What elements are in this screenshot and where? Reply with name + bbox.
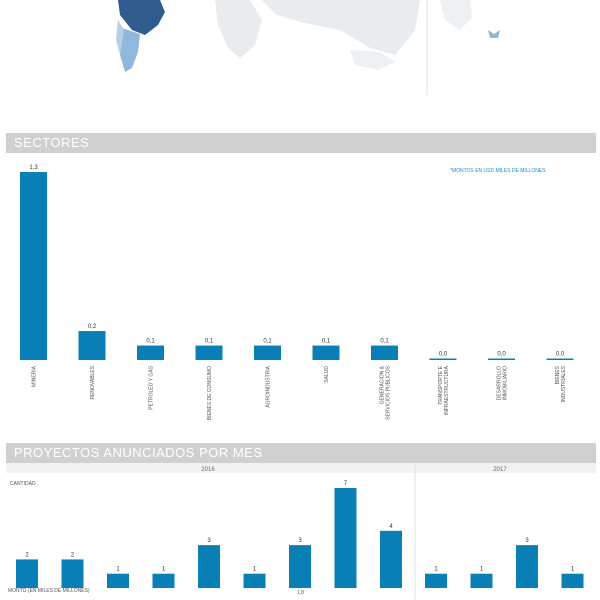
map-land-asia bbox=[262, 0, 420, 55]
sector-bar bbox=[195, 345, 223, 360]
sector-category-label: SALUD bbox=[324, 366, 330, 383]
sector-bar bbox=[254, 345, 281, 360]
month-bar bbox=[198, 545, 220, 588]
map-land-east bbox=[440, 0, 472, 30]
svg-text:RENOVABLES: RENOVABLES bbox=[90, 365, 96, 399]
month-value-label: 1 bbox=[162, 567, 166, 573]
map-andes-strip bbox=[116, 20, 124, 55]
svg-text:DESARROLLO: DESARROLLO bbox=[497, 366, 503, 400]
month-value-label: 1 bbox=[480, 567, 484, 573]
map-japan bbox=[488, 30, 500, 38]
svg-text:PETROLEO Y GAS: PETROLEO Y GAS bbox=[149, 365, 155, 409]
sector-bar bbox=[137, 345, 164, 360]
svg-text:BIENES: BIENES bbox=[555, 365, 561, 384]
svg-text:INDUSTRIALES: INDUSTRIALES bbox=[561, 365, 567, 402]
year-band bbox=[6, 463, 596, 473]
sector-bar-chart: 1,3 MINERIA 0,2 RENOVABLES 0,1 PETROLEO Y GAS… bbox=[20, 165, 574, 420]
monthly-projects-chart: 2016 2 2 1 1 3 1 3 7 4 2017 1 1 3 1 bbox=[6, 463, 596, 600]
month-value-label: 1 bbox=[116, 567, 120, 573]
sector-value-label: 0,0 bbox=[497, 352, 506, 358]
month-bar bbox=[289, 545, 311, 588]
svg-text:SALUD: SALUD bbox=[324, 366, 330, 383]
sector-category-label: DESARROLLO INMOBILIARIO bbox=[497, 366, 509, 400]
units-note: *MONTOS EN USD MILES DE MILLONES bbox=[450, 168, 546, 174]
sector-category-label: MINERIA bbox=[32, 365, 38, 387]
sector-value-label: 0,0 bbox=[439, 352, 448, 358]
month-bar bbox=[470, 573, 493, 588]
monto-value: 1,8 bbox=[297, 590, 304, 596]
sector-category-label: AGROINDUSTRIA bbox=[266, 365, 272, 407]
sector-bar bbox=[78, 331, 106, 360]
sector-value-label: 0,1 bbox=[205, 339, 214, 345]
year-label: 2017 bbox=[493, 467, 507, 473]
sector-bar bbox=[371, 345, 398, 360]
month-value-label: 7 bbox=[344, 481, 348, 487]
month-bar bbox=[61, 559, 84, 588]
sector-category-label: BIENES DE CONSUMO bbox=[207, 366, 213, 420]
map-land-africa bbox=[215, 0, 262, 58]
month-bar bbox=[380, 530, 402, 588]
svg-text:MINERIA: MINERIA bbox=[32, 365, 38, 387]
year-label: 2016 bbox=[201, 467, 215, 473]
month-bar bbox=[107, 573, 129, 588]
sectores-header: SECTORES bbox=[6, 133, 596, 153]
sector-value-label: 0,1 bbox=[263, 339, 272, 345]
sector-category-label: BIENES INDUSTRIALES bbox=[555, 365, 567, 402]
sector-value-label: 1,3 bbox=[29, 165, 38, 171]
proyectos-header: PROYECTOS ANUNCIADOS POR MES bbox=[6, 443, 596, 463]
svg-text:BIENES DE CONSUMO: BIENES DE CONSUMO bbox=[207, 366, 213, 420]
sector-bar bbox=[546, 358, 574, 360]
sector-value-label: 0,2 bbox=[88, 324, 97, 330]
month-bar bbox=[334, 488, 357, 588]
svg-text:SERVICIOS PUBLICOS: SERVICIOS PUBLICOS bbox=[386, 365, 392, 419]
month-bar bbox=[243, 573, 266, 588]
map-land-oceania bbox=[350, 50, 395, 70]
sector-value-label: 0,1 bbox=[146, 339, 155, 345]
svg-text:INMOBILIARIO: INMOBILIARIO bbox=[503, 366, 509, 400]
sector-category-label: TRANSPORTE E INFRAESTRUCTURA bbox=[438, 365, 450, 415]
svg-text:AGROINDUSTRIA: AGROINDUSTRIA bbox=[266, 365, 272, 407]
svg-text:INFRAESTRUCTURA: INFRAESTRUCTURA bbox=[444, 365, 450, 415]
svg-text:TRANSPORTE E: TRANSPORTE E bbox=[438, 365, 444, 404]
month-value-label: 4 bbox=[389, 524, 393, 530]
monto-label: MONTO (EN MILES DE MILLONES) bbox=[8, 588, 90, 594]
month-value-label: 1 bbox=[571, 567, 575, 573]
month-bar bbox=[425, 573, 447, 588]
map-brazil bbox=[118, 0, 165, 35]
month-bar bbox=[16, 559, 38, 588]
month-value-label: 3 bbox=[298, 538, 302, 544]
sector-category-label: GENERACION & SERVICIOS PUBLICOS bbox=[380, 365, 392, 419]
month-value-label: 1 bbox=[434, 567, 438, 573]
month-bar bbox=[516, 545, 538, 588]
month-value-label: 1 bbox=[253, 567, 257, 573]
sector-bar bbox=[488, 358, 515, 360]
month-value-label: 3 bbox=[525, 538, 529, 544]
sector-category-label: RENOVABLES bbox=[90, 365, 96, 399]
month-bar bbox=[561, 573, 584, 588]
sector-category-label: PETROLEO Y GAS bbox=[149, 365, 155, 409]
month-value-label: 2 bbox=[71, 552, 75, 558]
month-bar bbox=[152, 573, 175, 588]
svg-text:GENERACION &: GENERACION & bbox=[380, 365, 386, 404]
sector-bar bbox=[429, 358, 457, 360]
world-map bbox=[116, 0, 500, 95]
map-argentina bbox=[120, 28, 140, 72]
sector-value-label: 0,1 bbox=[322, 339, 331, 345]
sector-value-label: 0,0 bbox=[556, 352, 565, 358]
sector-bar bbox=[312, 345, 340, 360]
month-value-label: 3 bbox=[207, 538, 211, 544]
sector-bar bbox=[20, 172, 47, 360]
cantidad-label: CANTIDAD bbox=[10, 481, 36, 487]
month-value-label: 2 bbox=[25, 552, 29, 558]
sector-value-label: 0,1 bbox=[380, 339, 389, 345]
